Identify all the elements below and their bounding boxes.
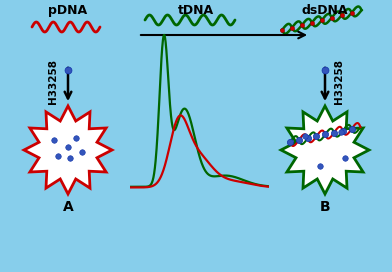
Text: B: B <box>320 200 330 214</box>
Text: H33258: H33258 <box>334 60 344 104</box>
Polygon shape <box>24 106 112 194</box>
Text: tDNA: tDNA <box>178 4 214 17</box>
Text: pDNA: pDNA <box>49 4 87 17</box>
Text: dsDNA: dsDNA <box>302 4 348 17</box>
Text: H33258: H33258 <box>48 60 58 104</box>
Polygon shape <box>281 106 369 194</box>
Text: A: A <box>63 200 73 214</box>
